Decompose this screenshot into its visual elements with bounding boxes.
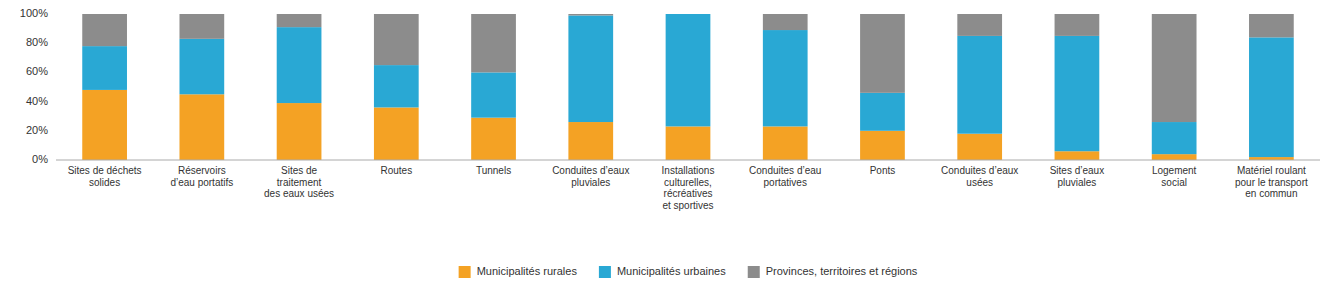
legend-item: Provinces, territoires et régions	[748, 265, 918, 278]
bar	[860, 131, 905, 160]
bar	[82, 14, 127, 46]
bar	[957, 14, 1002, 36]
bar	[666, 14, 711, 126]
x-tick-label: Sites d’eauxpluviales	[1050, 165, 1104, 188]
bar	[860, 14, 905, 93]
bar	[374, 65, 419, 107]
bar	[179, 94, 224, 160]
x-tick-label: Matériel roulantpour le transporten comm…	[1235, 165, 1308, 199]
bar	[374, 107, 419, 160]
legend-item: Municipalités urbaines	[599, 265, 726, 278]
legend: Municipalités rurales Municipalités urbai…	[459, 265, 918, 278]
x-tick-label: Sites detraitementdes eaux usées	[264, 165, 334, 199]
x-tick-label: Routes	[380, 165, 412, 176]
y-tick-label: 40%	[26, 95, 48, 107]
y-axis: 0% 20% 40% 60% 80% 100%	[20, 7, 48, 165]
bar	[568, 122, 613, 160]
x-tick-label: Sites de déchetssolides	[68, 165, 142, 188]
series	[82, 14, 1293, 157]
bar	[568, 15, 613, 122]
legend-swatch	[748, 266, 760, 278]
x-axis: Sites de déchetssolides Réservoirsd’eau p…	[68, 165, 1308, 211]
bar	[82, 90, 127, 160]
x-tick-label: Conduites d’eauxpluviales	[552, 165, 629, 188]
legend-swatch	[459, 266, 471, 278]
legend-label: Municipalités rurales	[477, 265, 578, 277]
bar	[568, 14, 613, 15]
x-tick-label: Tunnels	[476, 165, 511, 176]
bar	[666, 14, 711, 15]
bar	[179, 39, 224, 94]
bar	[763, 14, 808, 30]
x-tick-label: Ponts	[870, 165, 896, 176]
bar	[1249, 37, 1294, 157]
bar	[763, 30, 808, 126]
y-tick-label: 60%	[26, 65, 48, 77]
bar	[957, 134, 1002, 160]
x-tick-label: Réservoirsd’eau portatifs	[170, 165, 233, 188]
bar	[1152, 154, 1197, 160]
x-axis-line	[56, 160, 1320, 161]
y-tick-label: 0%	[32, 153, 48, 165]
bar	[277, 14, 322, 27]
bar	[471, 72, 516, 117]
bar	[860, 93, 905, 131]
x-tick-label: Conduites d’eauxusées	[941, 165, 1018, 188]
y-tick-label: 20%	[26, 124, 48, 136]
y-tick-label: 100%	[20, 7, 48, 19]
bars	[82, 14, 1293, 160]
legend-item: Municipalités rurales	[459, 265, 578, 278]
bar	[957, 36, 1002, 134]
x-tick-label: Conduites d’eauportatives	[749, 165, 821, 188]
bar	[277, 27, 322, 103]
series	[82, 14, 1293, 122]
x-tick-label: Installationsculturelles,récréativeset s…	[662, 165, 715, 211]
bar	[1249, 14, 1294, 37]
legend-label: Provinces, territoires et régions	[766, 265, 918, 277]
legend-swatch	[599, 266, 611, 278]
bar	[179, 14, 224, 39]
chart: 0% 20% 40% 60% 80% 100% Sites de déchetssolide…	[0, 0, 1336, 294]
bar	[1152, 122, 1197, 154]
bar	[1055, 36, 1100, 151]
bar	[277, 103, 322, 160]
bar	[374, 14, 419, 65]
bar	[666, 126, 711, 160]
bar	[82, 46, 127, 90]
legend-label: Municipalités urbaines	[617, 265, 726, 277]
bar	[763, 126, 808, 160]
bar	[471, 118, 516, 160]
bar	[471, 14, 516, 72]
bar	[1055, 14, 1100, 36]
bar	[1152, 14, 1197, 122]
y-tick-label: 80%	[26, 36, 48, 48]
x-tick-label: Logementsocial	[1152, 165, 1197, 188]
bar	[1055, 151, 1100, 160]
